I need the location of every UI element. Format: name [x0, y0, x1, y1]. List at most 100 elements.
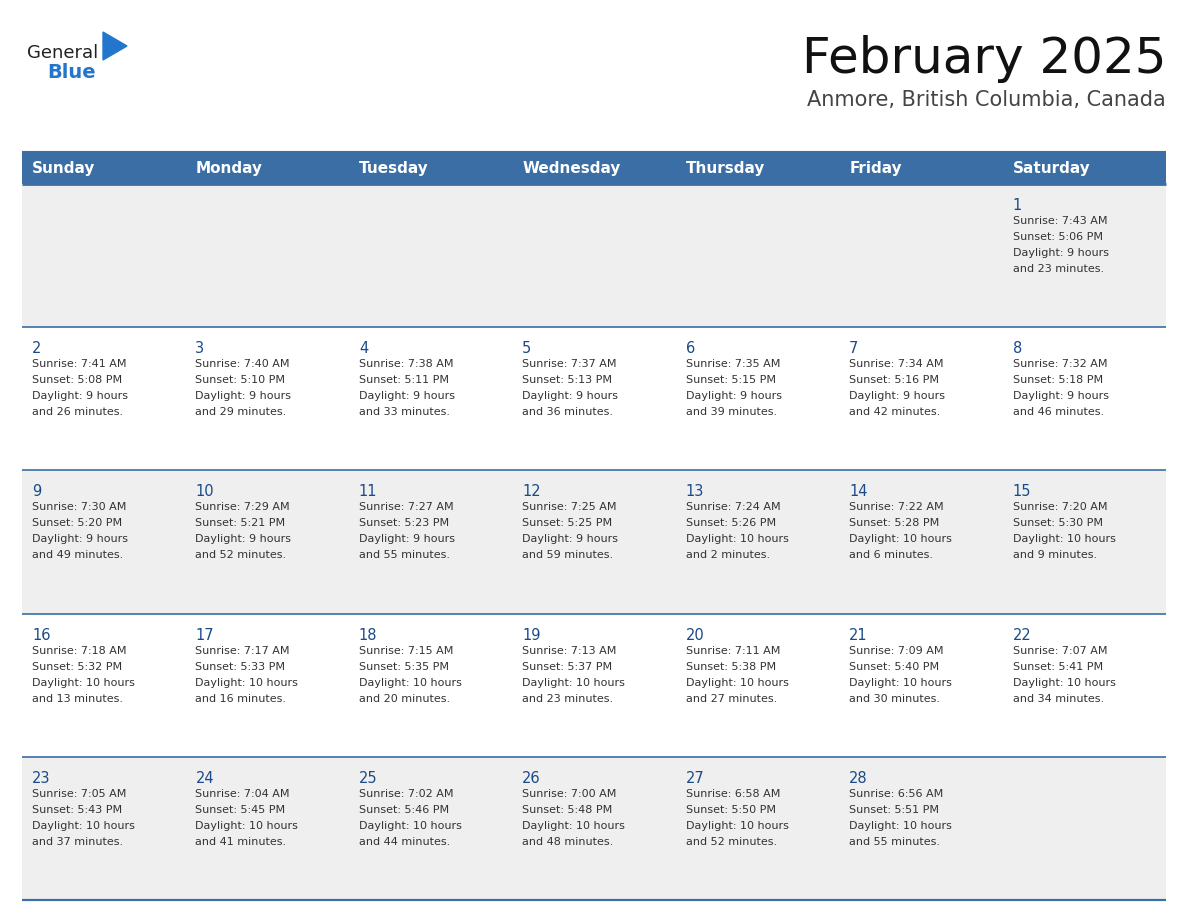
Text: Sunrise: 7:05 AM: Sunrise: 7:05 AM	[32, 789, 126, 799]
Text: and 27 minutes.: and 27 minutes.	[685, 694, 777, 703]
Text: Sunrise: 7:27 AM: Sunrise: 7:27 AM	[359, 502, 454, 512]
Text: and 37 minutes.: and 37 minutes.	[32, 837, 124, 846]
Text: Sunrise: 7:43 AM: Sunrise: 7:43 AM	[1012, 216, 1107, 226]
Bar	[23, 470, 1165, 613]
Text: Sunrise: 7:18 AM: Sunrise: 7:18 AM	[32, 645, 126, 655]
Text: Sunset: 5:48 PM: Sunset: 5:48 PM	[523, 805, 613, 815]
Text: 26: 26	[523, 771, 541, 786]
Text: Daylight: 10 hours: Daylight: 10 hours	[685, 821, 789, 831]
Text: Sunrise: 7:15 AM: Sunrise: 7:15 AM	[359, 645, 454, 655]
Text: Daylight: 9 hours: Daylight: 9 hours	[32, 391, 128, 401]
Text: Daylight: 9 hours: Daylight: 9 hours	[32, 534, 128, 544]
Text: Sunrise: 7:22 AM: Sunrise: 7:22 AM	[849, 502, 943, 512]
Text: Sunrise: 7:32 AM: Sunrise: 7:32 AM	[1012, 359, 1107, 369]
Text: Daylight: 9 hours: Daylight: 9 hours	[196, 391, 291, 401]
Text: 8: 8	[1012, 341, 1022, 356]
Text: 3: 3	[196, 341, 204, 356]
Text: 11: 11	[359, 485, 378, 499]
Text: and 23 minutes.: and 23 minutes.	[523, 694, 613, 703]
Text: Sunset: 5:13 PM: Sunset: 5:13 PM	[523, 375, 612, 386]
Text: 15: 15	[1012, 485, 1031, 499]
Text: Sunset: 5:08 PM: Sunset: 5:08 PM	[32, 375, 122, 386]
Text: 2: 2	[32, 341, 42, 356]
Text: Sunset: 5:30 PM: Sunset: 5:30 PM	[1012, 519, 1102, 529]
Text: Daylight: 9 hours: Daylight: 9 hours	[359, 391, 455, 401]
Text: Friday: Friday	[849, 161, 902, 175]
Text: February 2025: February 2025	[802, 35, 1165, 83]
Text: Daylight: 10 hours: Daylight: 10 hours	[685, 677, 789, 688]
Text: Sunrise: 7:37 AM: Sunrise: 7:37 AM	[523, 359, 617, 369]
Text: and 26 minutes.: and 26 minutes.	[32, 408, 124, 417]
Text: and 46 minutes.: and 46 minutes.	[1012, 408, 1104, 417]
Text: 7: 7	[849, 341, 859, 356]
Text: 18: 18	[359, 628, 378, 643]
Text: Sunset: 5:16 PM: Sunset: 5:16 PM	[849, 375, 940, 386]
Text: Sunset: 5:32 PM: Sunset: 5:32 PM	[32, 662, 122, 672]
Text: Sunset: 5:37 PM: Sunset: 5:37 PM	[523, 662, 612, 672]
Text: and 52 minutes.: and 52 minutes.	[196, 551, 286, 560]
Text: Daylight: 10 hours: Daylight: 10 hours	[523, 677, 625, 688]
Text: 28: 28	[849, 771, 867, 786]
Text: Sunrise: 7:25 AM: Sunrise: 7:25 AM	[523, 502, 617, 512]
Text: and 55 minutes.: and 55 minutes.	[849, 837, 940, 846]
Text: Sunset: 5:38 PM: Sunset: 5:38 PM	[685, 662, 776, 672]
Text: General: General	[27, 44, 99, 62]
Text: and 9 minutes.: and 9 minutes.	[1012, 551, 1097, 560]
Text: Daylight: 10 hours: Daylight: 10 hours	[32, 821, 135, 831]
Text: Daylight: 9 hours: Daylight: 9 hours	[1012, 248, 1108, 258]
Text: Sunset: 5:50 PM: Sunset: 5:50 PM	[685, 805, 776, 815]
Text: 4: 4	[359, 341, 368, 356]
Text: and 55 minutes.: and 55 minutes.	[359, 551, 450, 560]
Text: and 48 minutes.: and 48 minutes.	[523, 837, 613, 846]
Text: Monday: Monday	[196, 161, 263, 175]
Text: 13: 13	[685, 485, 704, 499]
Text: 25: 25	[359, 771, 378, 786]
Text: and 41 minutes.: and 41 minutes.	[196, 837, 286, 846]
Text: Sunrise: 6:56 AM: Sunrise: 6:56 AM	[849, 789, 943, 799]
Text: Daylight: 10 hours: Daylight: 10 hours	[196, 821, 298, 831]
Text: Daylight: 10 hours: Daylight: 10 hours	[685, 534, 789, 544]
Text: and 44 minutes.: and 44 minutes.	[359, 837, 450, 846]
Text: and 2 minutes.: and 2 minutes.	[685, 551, 770, 560]
Text: Sunrise: 7:30 AM: Sunrise: 7:30 AM	[32, 502, 126, 512]
Text: Daylight: 9 hours: Daylight: 9 hours	[849, 391, 946, 401]
Text: 17: 17	[196, 628, 214, 643]
Text: Sunset: 5:46 PM: Sunset: 5:46 PM	[359, 805, 449, 815]
Text: Sunset: 5:35 PM: Sunset: 5:35 PM	[359, 662, 449, 672]
Text: 22: 22	[1012, 628, 1031, 643]
Text: Sunset: 5:21 PM: Sunset: 5:21 PM	[196, 519, 285, 529]
Text: and 39 minutes.: and 39 minutes.	[685, 408, 777, 417]
Text: Sunset: 5:33 PM: Sunset: 5:33 PM	[196, 662, 285, 672]
Text: 1: 1	[1012, 198, 1022, 213]
Text: Sunrise: 7:13 AM: Sunrise: 7:13 AM	[523, 645, 617, 655]
Text: and 20 minutes.: and 20 minutes.	[359, 694, 450, 703]
Text: 10: 10	[196, 485, 214, 499]
Text: and 42 minutes.: and 42 minutes.	[849, 408, 941, 417]
Text: Sunrise: 7:20 AM: Sunrise: 7:20 AM	[1012, 502, 1107, 512]
Text: Sunday: Sunday	[32, 161, 95, 175]
Text: Sunset: 5:18 PM: Sunset: 5:18 PM	[1012, 375, 1102, 386]
Text: Daylight: 10 hours: Daylight: 10 hours	[849, 821, 952, 831]
Text: and 30 minutes.: and 30 minutes.	[849, 694, 940, 703]
Text: Sunset: 5:26 PM: Sunset: 5:26 PM	[685, 519, 776, 529]
Text: Sunrise: 7:41 AM: Sunrise: 7:41 AM	[32, 359, 126, 369]
Text: Daylight: 9 hours: Daylight: 9 hours	[196, 534, 291, 544]
Bar	[23, 756, 1165, 900]
Text: Sunset: 5:15 PM: Sunset: 5:15 PM	[685, 375, 776, 386]
Text: and 13 minutes.: and 13 minutes.	[32, 694, 124, 703]
Text: and 34 minutes.: and 34 minutes.	[1012, 694, 1104, 703]
Text: Daylight: 10 hours: Daylight: 10 hours	[523, 821, 625, 831]
Text: Sunrise: 7:40 AM: Sunrise: 7:40 AM	[196, 359, 290, 369]
Text: Daylight: 9 hours: Daylight: 9 hours	[523, 391, 618, 401]
Bar	[23, 613, 1165, 756]
Text: Sunrise: 6:58 AM: Sunrise: 6:58 AM	[685, 789, 781, 799]
Polygon shape	[103, 32, 127, 60]
Text: and 33 minutes.: and 33 minutes.	[359, 408, 450, 417]
Text: Sunrise: 7:29 AM: Sunrise: 7:29 AM	[196, 502, 290, 512]
Text: 9: 9	[32, 485, 42, 499]
Text: and 23 minutes.: and 23 minutes.	[1012, 264, 1104, 274]
Text: Daylight: 10 hours: Daylight: 10 hours	[359, 677, 462, 688]
Text: 27: 27	[685, 771, 704, 786]
Text: Sunrise: 7:17 AM: Sunrise: 7:17 AM	[196, 645, 290, 655]
Text: Daylight: 10 hours: Daylight: 10 hours	[359, 821, 462, 831]
